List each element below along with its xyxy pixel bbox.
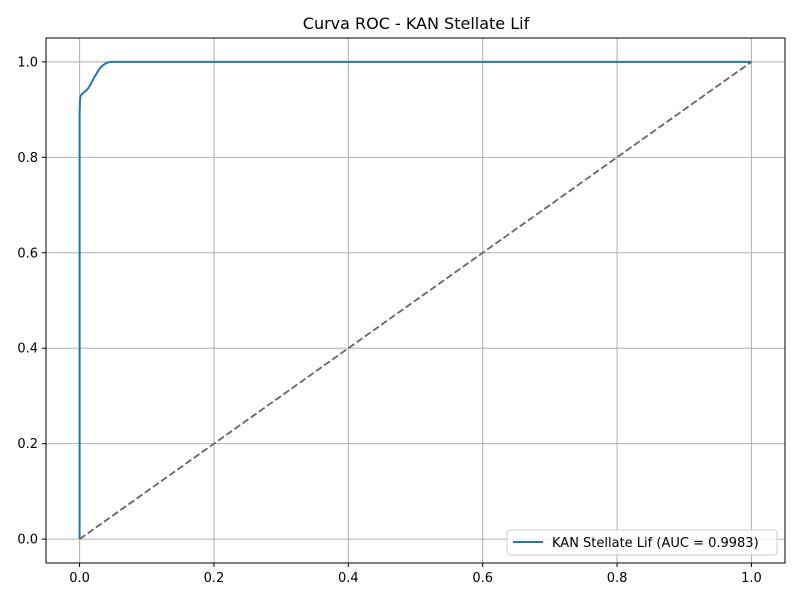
plot-frame [45, 37, 786, 564]
roc-curve-line [78, 60, 752, 540]
x-tick-label: 0.8 [607, 571, 628, 586]
y-tick-label: 0.8 [17, 151, 38, 166]
x-tick-label: 0.2 [204, 571, 225, 586]
legend: KAN Stellate Lif (AUC = 0.9983) [506, 529, 778, 556]
legend-label-roc: KAN Stellate Lif (AUC = 0.9983) [552, 536, 759, 551]
legend-box [506, 529, 778, 556]
axis-ticks: 0.0 0.2 0.4 0.6 0.8 1.0 0.0 0.2 0.4 0.6 0.8 1.0 [17, 55, 761, 586]
chart-title: Curva ROC - KAN Stellate Lif [303, 14, 530, 33]
y-tick-label: 0.6 [17, 246, 38, 261]
series-group [78, 60, 752, 540]
y-tick-label: 0.4 [17, 342, 38, 357]
x-tick-label: 0.4 [338, 571, 359, 586]
x-tick-label: 0.6 [472, 571, 493, 586]
y-tick-label: 0.2 [17, 437, 38, 452]
x-tick-label: 1.0 [741, 571, 762, 586]
y-tick-label: 1.0 [17, 55, 38, 70]
y-tick-label: 0.0 [17, 533, 38, 548]
x-tick-label: 0.0 [69, 571, 90, 586]
diagonal-reference-line [79, 61, 752, 540]
